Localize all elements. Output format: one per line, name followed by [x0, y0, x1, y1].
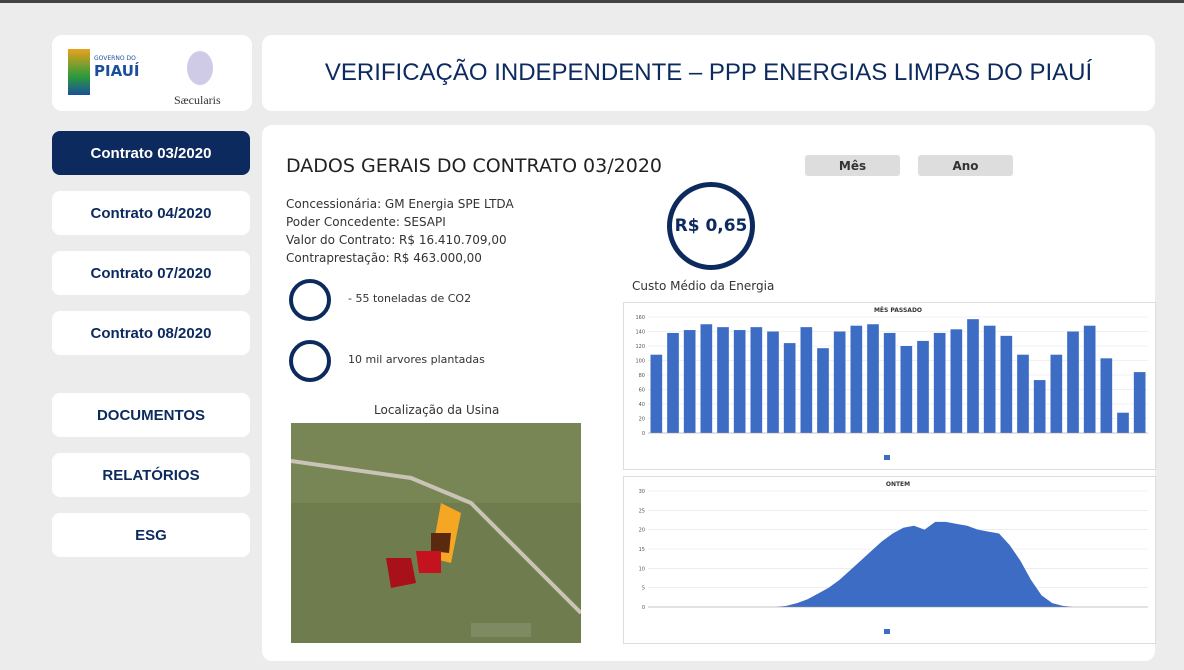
bar: [1033, 380, 1046, 433]
bar: [700, 324, 713, 433]
stat-text: - 55 toneladas de CO2: [348, 292, 472, 305]
stat-text: 10 mil arvores plantadas: [348, 353, 485, 366]
bar: [967, 319, 979, 433]
bar: [850, 325, 863, 433]
nav-item[interactable]: RELATÓRIOS: [52, 453, 250, 497]
bar: [1017, 354, 1029, 433]
map: [291, 423, 581, 643]
bar: [817, 348, 829, 433]
area: [648, 521, 1148, 607]
gov-logo-top: GOVERNO DO: [94, 55, 136, 62]
nav-item[interactable]: DOCUMENTOS: [52, 393, 250, 437]
y-tick-label: 20: [639, 417, 645, 423]
bar: [983, 325, 996, 433]
y-tick-label: 80: [639, 373, 645, 379]
bar: [733, 330, 746, 433]
y-tick-label: 25: [639, 508, 645, 514]
y-tick-label: 120: [635, 344, 645, 350]
bar: [767, 331, 779, 433]
bar: [650, 354, 663, 433]
bar: [750, 327, 763, 433]
y-tick-label: 5: [642, 586, 645, 592]
bar: [1100, 358, 1113, 433]
bar: [783, 343, 796, 433]
bar: [717, 327, 729, 433]
bar: [1083, 325, 1096, 433]
nav-item[interactable]: Contrato 03/2020: [52, 131, 250, 175]
logo-card: GOVERNO DO PIAUÍ Sæcularis: [52, 35, 252, 111]
y-tick-label: 40: [639, 402, 645, 408]
bar: [1067, 331, 1079, 433]
section-title: DADOS GERAIS DO CONTRATO 03/2020: [286, 155, 662, 177]
nav-item[interactable]: Contrato 07/2020: [52, 251, 250, 295]
header: VERIFICAÇÃO INDEPENDENTE – PPP ENERGIAS …: [262, 35, 1155, 111]
kpi-value: R$ 0,65: [674, 216, 748, 236]
bar: [900, 346, 913, 433]
chart-title: MÊS PASSADO: [874, 306, 922, 314]
bar-chart: MÊS PASSADO 0 20 40 60 80 100 120 140 160: [623, 302, 1156, 470]
bar: [1050, 354, 1063, 433]
stat-ring: [289, 279, 331, 321]
bar: [917, 340, 929, 433]
gov-logo-name: PIAUÍ: [94, 62, 140, 80]
kpi-label: Custo Médio da Energia: [632, 279, 775, 293]
bar: [1133, 372, 1146, 433]
info-line: Poder Concedente: SESAPI: [286, 215, 446, 229]
bar: [933, 332, 946, 433]
y-tick-label: 60: [639, 388, 645, 394]
period-button[interactable]: Ano: [918, 155, 1013, 176]
period-button[interactable]: Mês: [805, 155, 900, 176]
info-line: Concessionária: GM Energia SPE LTDA: [286, 197, 514, 211]
y-tick-label: 0: [642, 605, 645, 611]
nav-item[interactable]: Contrato 08/2020: [52, 311, 250, 355]
kpi-ring: R$ 0,65: [667, 182, 755, 270]
bar: [667, 332, 679, 433]
bar: [833, 331, 846, 433]
bar: [683, 330, 696, 433]
bar: [883, 332, 896, 433]
stat-ring: [289, 340, 331, 382]
partner-logo-mark: [187, 51, 213, 85]
y-tick-label: 15: [639, 547, 645, 553]
y-tick-label: 10: [639, 566, 645, 572]
y-tick-label: 0: [642, 431, 645, 437]
y-tick-label: 140: [635, 330, 645, 336]
nav-item[interactable]: ESG: [52, 513, 250, 557]
header-title: VERIFICAÇÃO INDEPENDENTE – PPP ENERGIAS …: [324, 59, 1093, 86]
bar: [1117, 412, 1129, 433]
map-label: Localização da Usina: [374, 403, 500, 417]
legend-swatch: [884, 629, 890, 634]
bar: [950, 329, 963, 433]
y-tick-label: 100: [635, 359, 645, 365]
legend-swatch: [884, 455, 890, 460]
y-tick-label: 160: [635, 315, 645, 321]
bar: [1000, 335, 1013, 433]
area-chart: ONTEM 0 5 10 15 20 25 30: [623, 476, 1156, 644]
bar: [800, 327, 813, 433]
chart-title: ONTEM: [886, 481, 910, 488]
info-line: Valor do Contrato: R$ 16.410.709,00: [286, 233, 507, 247]
y-tick-label: 30: [639, 489, 645, 495]
partner-logo: Sæcularis: [174, 93, 221, 107]
info-line: Contraprestação: R$ 463.000,00: [286, 251, 482, 265]
gov-logo-mark: [68, 49, 90, 95]
nav-item[interactable]: Contrato 04/2020: [52, 191, 250, 235]
bar: [867, 324, 879, 433]
y-tick-label: 20: [639, 528, 645, 534]
